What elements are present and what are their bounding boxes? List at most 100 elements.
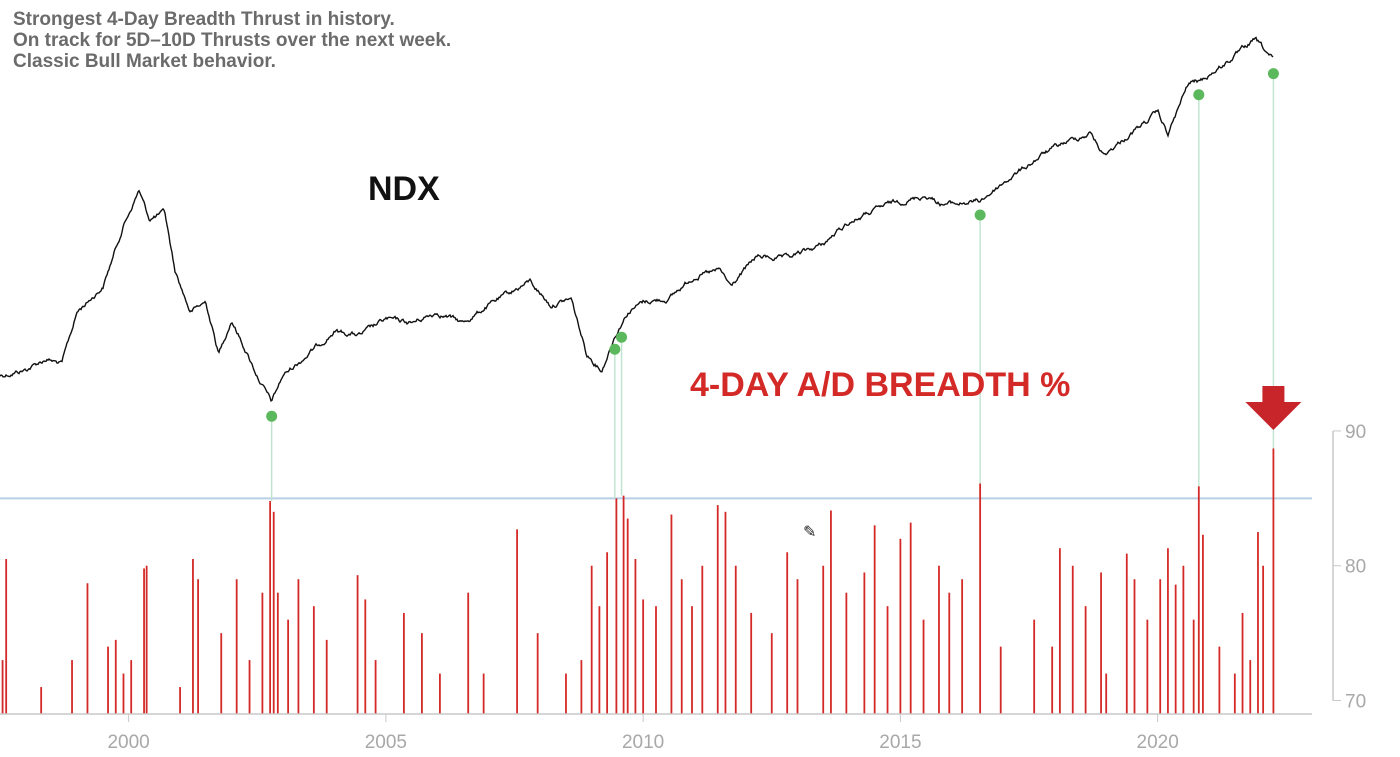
breadth-bar-84 (1182, 565, 1185, 714)
breadth-bar-81 (1159, 579, 1162, 714)
signal-dot-3 (974, 209, 986, 221)
breadth-series-label: 4-DAY A/D BREADTH % (690, 366, 1071, 404)
breadth-bar-86 (1197, 486, 1200, 714)
breadth-bar-70 (999, 646, 1002, 714)
breadth-bar-21 (287, 619, 290, 714)
breadth-bar-48 (691, 606, 693, 714)
breadth-bar-0 (1, 660, 4, 714)
breadth-bar-19 (272, 511, 275, 714)
breadth-bar-60 (863, 572, 866, 714)
breadth-bar-58 (830, 510, 832, 714)
breadth-bar-36 (580, 660, 583, 714)
headline-line-3: Classic Bull Market behavior. (13, 51, 276, 72)
signal-dot-4 (1193, 89, 1205, 101)
breadth-bar-40 (615, 498, 618, 714)
breadth-bar-57 (822, 565, 825, 714)
breadth-bar-78 (1125, 553, 1128, 714)
breadth-bar-66 (938, 565, 940, 714)
ndx-price-line (0, 36, 1274, 402)
breadth-bar-63 (899, 538, 902, 714)
breadth-bar-35 (565, 673, 567, 714)
breadth-bar-22 (297, 579, 300, 714)
breadth-bar-2 (40, 687, 43, 714)
breadth-bar-25 (356, 575, 359, 714)
headline-line-2: On track for 5D–10D Thrusts over the nex… (13, 30, 452, 51)
breadth-bar-14 (220, 633, 223, 714)
breadth-bar-12 (192, 559, 194, 714)
breadth-bar-64 (909, 522, 912, 714)
breadth-bar-90 (1241, 612, 1244, 714)
breadth-bar-15 (235, 579, 238, 714)
breadth-bar-23 (312, 606, 315, 714)
breadth-bar-56 (796, 579, 799, 714)
breadth-bar-5 (107, 646, 109, 714)
breadth-bar-72 (1051, 646, 1054, 714)
breadth-bar-34 (536, 633, 539, 714)
y-tick-label-0: 70 (1345, 692, 1366, 713)
breadth-bar-80 (1146, 619, 1149, 714)
headline-text: Strongest 4-Day Breadth Thrust in histor… (13, 9, 451, 72)
breadth-bar-91 (1249, 660, 1252, 714)
breadth-bar-29 (420, 633, 423, 714)
x-tick-label-2: 2010 (622, 732, 664, 753)
breadth-bars (1, 448, 1275, 714)
breadth-bar-75 (1084, 606, 1087, 714)
signal-connectors (270, 73, 1275, 502)
breadth-bar-37 (590, 565, 593, 714)
breadth-bar-89 (1233, 673, 1236, 714)
y-tick-label-1: 80 (1345, 557, 1366, 578)
x-tick-label-0: 2000 (107, 732, 149, 753)
breadth-bar-10 (145, 565, 148, 714)
breadth-bar-82 (1167, 548, 1169, 714)
breadth-bar-87 (1202, 534, 1204, 714)
breadth-bar-71 (1033, 619, 1036, 714)
signal-dot-0 (266, 410, 278, 422)
pen-cursor-icon: ✎ (803, 522, 817, 541)
breadth-bar-18 (269, 501, 272, 714)
breadth-bar-43 (634, 559, 637, 714)
breadth-bar-39 (606, 552, 609, 714)
breadth-bar-73 (1058, 548, 1061, 714)
ndx-series-label: NDX (368, 170, 440, 208)
signal-dots (266, 68, 1279, 422)
breadth-bar-85 (1192, 619, 1195, 714)
x-tick-label-4: 2020 (1137, 732, 1179, 753)
breadth-bar-54 (770, 633, 773, 714)
breadth-bar-51 (724, 511, 727, 714)
breadth-bar-7 (122, 673, 125, 714)
breadth-bar-69 (979, 483, 982, 714)
breadth-bar-20 (276, 592, 279, 714)
x-tick-label-1: 2005 (365, 732, 407, 753)
breadth-bar-26 (364, 599, 367, 714)
breadth-bar-83 (1174, 584, 1177, 714)
breadth-bar-38 (598, 606, 601, 714)
arrow-shape (1245, 386, 1302, 430)
breadth-bar-33 (516, 529, 518, 714)
breadth-bar-30 (439, 673, 441, 714)
breadth-bar-6 (114, 639, 117, 714)
breadth-bar-93 (1262, 565, 1265, 714)
breadth-bar-24 (325, 639, 328, 714)
breadth-bar-4 (86, 583, 89, 714)
chart-axes: 2000 2005 2010 2015 2020 70 80 90 (0, 422, 1366, 753)
signal-dot-5 (1267, 68, 1279, 80)
signal-dot-2 (616, 331, 628, 343)
breadth-bar-50 (716, 505, 719, 714)
breadth-bar-44 (642, 599, 645, 714)
breadth-bar-67 (948, 592, 951, 714)
breadth-bar-27 (374, 660, 377, 714)
breadth-bar-53 (750, 612, 753, 714)
breadth-bar-77 (1105, 673, 1108, 714)
breadth-bar-55 (786, 552, 789, 714)
breadth-bar-49 (701, 565, 704, 714)
breadth-bar-11 (179, 687, 181, 714)
breadth-bar-31 (467, 592, 470, 714)
breadth-bar-46 (670, 514, 673, 714)
down-arrow-icon (1245, 386, 1302, 430)
breadth-bar-41 (622, 495, 625, 714)
breadth-bar-59 (845, 592, 848, 714)
breadth-bar-94 (1272, 448, 1275, 714)
signal-dot-1 (609, 343, 621, 355)
breadth-bar-8 (130, 660, 133, 714)
y-tick-label-2: 90 (1345, 422, 1366, 443)
